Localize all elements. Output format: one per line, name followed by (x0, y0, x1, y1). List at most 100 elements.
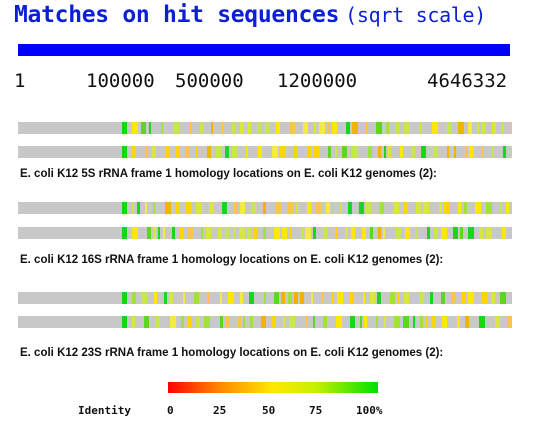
hit-stripe (511, 292, 512, 304)
hit-stripe (423, 202, 429, 214)
hit-stripe (359, 202, 364, 214)
hit-stripe (360, 316, 362, 328)
hit-stripe (251, 202, 256, 214)
hit-stripe (196, 202, 202, 214)
hit-stripe (164, 292, 167, 304)
hit-stripe (257, 122, 261, 134)
hit-stripe (290, 122, 295, 134)
hit-stripe (153, 202, 155, 214)
hit-stripe (323, 316, 327, 328)
hit-stripe (350, 316, 355, 328)
hit-stripe (122, 122, 127, 134)
legend-label: Identity (78, 404, 131, 417)
hit-stripe (247, 227, 251, 239)
hit-stripe (439, 202, 442, 214)
axis-tick: 500000 (175, 70, 244, 92)
hit-stripe (265, 122, 270, 134)
hit-stripe (281, 292, 285, 304)
hit-stripe (225, 146, 229, 158)
hit-stripe (340, 202, 342, 214)
hit-stripe (507, 316, 512, 328)
hit-stripe (307, 202, 311, 214)
hit-stripe (404, 202, 408, 214)
hit-stripe (319, 122, 325, 134)
hit-stripe (226, 316, 229, 328)
hit-stripe (384, 316, 386, 328)
hit-stripe (376, 316, 378, 328)
hit-stripe (421, 146, 426, 158)
hit-stripe (132, 227, 138, 239)
hit-stripe (247, 122, 251, 134)
hit-stripe (188, 227, 193, 239)
hit-stripe (186, 202, 191, 214)
hit-stripe (305, 227, 311, 239)
hit-stripe (141, 122, 146, 134)
hit-stripe (500, 292, 506, 304)
hit-stripe (263, 227, 266, 239)
hit-stripe (397, 292, 399, 304)
axis-tick: 1 (14, 70, 26, 92)
hit-stripe (163, 227, 165, 239)
hit-stripe (479, 316, 485, 328)
hit-track[interactable] (18, 316, 512, 328)
hit-stripe (196, 316, 200, 328)
hit-stripe (486, 202, 492, 214)
hit-stripe (289, 227, 291, 239)
hit-stripe (362, 227, 366, 239)
hit-stripe (451, 292, 456, 304)
hit-stripe (183, 292, 185, 304)
hit-stripe (238, 316, 241, 328)
hit-stripe (492, 122, 496, 134)
hit-stripe (296, 202, 298, 214)
hit-stripe (447, 146, 449, 158)
hit-stripe (388, 146, 391, 158)
hit-stripe (503, 146, 506, 158)
hit-track[interactable] (18, 202, 512, 214)
hit-stripe (313, 227, 316, 239)
hit-stripe (370, 227, 373, 239)
hit-stripe (249, 292, 254, 304)
hit-stripe (378, 227, 381, 239)
hit-stripe (351, 227, 355, 239)
hit-stripe (239, 227, 245, 239)
hit-stripe (240, 202, 245, 214)
hit-stripe (188, 316, 191, 328)
hit-stripe (400, 146, 403, 158)
hit-stripe (272, 316, 275, 328)
hit-stripe (469, 146, 474, 158)
hit-stripe (365, 122, 368, 134)
hit-stripe (465, 146, 467, 158)
legend-tick: 0 (167, 404, 174, 417)
hit-stripe (326, 202, 330, 214)
hit-stripe (335, 146, 337, 158)
hit-stripe (280, 146, 285, 158)
hit-track[interactable] (18, 146, 512, 158)
hit-stripe (233, 227, 236, 239)
hit-stripe (313, 316, 315, 328)
hit-stripe (468, 227, 474, 239)
hit-stripe (218, 227, 222, 239)
hit-stripe (153, 227, 156, 239)
hit-stripe (352, 146, 358, 158)
hit-stripe (349, 292, 354, 304)
hit-stripe (276, 122, 280, 134)
hit-stripe (465, 316, 469, 328)
hit-stripe (179, 227, 184, 239)
hit-track[interactable] (18, 292, 512, 304)
axis-tick: 1200000 (277, 70, 358, 92)
hit-stripe (232, 146, 237, 158)
hit-stripe (122, 316, 127, 328)
hit-stripe (294, 292, 298, 304)
hit-track[interactable] (18, 122, 512, 134)
hit-stripe (240, 122, 244, 134)
hit-track[interactable] (18, 227, 512, 239)
hit-stripe (186, 146, 190, 158)
hit-stripe (453, 227, 458, 239)
hit-stripe (370, 292, 375, 304)
scale-note: (sqrt scale) (345, 3, 487, 27)
hit-stripe (468, 292, 474, 304)
axis-tick: 4646332 (427, 70, 508, 92)
hit-stripe (495, 316, 500, 328)
hit-stripe (233, 202, 238, 214)
hit-stripe (315, 202, 321, 214)
